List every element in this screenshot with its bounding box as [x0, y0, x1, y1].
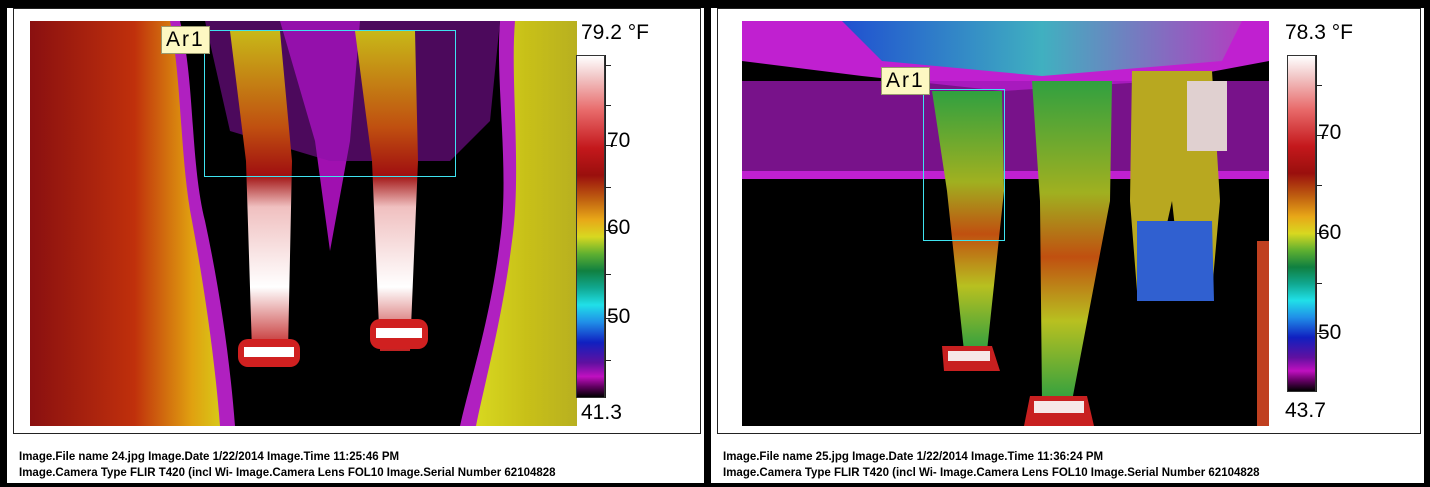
scale-max-right: 78.3 °F — [1285, 21, 1353, 44]
roi-box-right[interactable] — [923, 89, 1005, 241]
roi-box-left[interactable] — [204, 30, 456, 177]
colorbar-left — [576, 55, 605, 398]
tick-major — [605, 230, 617, 231]
roi-label-left[interactable]: Ar1 — [161, 26, 210, 54]
tick-major — [605, 318, 617, 319]
scale-max-left: 79.2 °F — [581, 21, 649, 44]
caption-line1-left: Image.File name 24.jpg Image.Date 1/22/2… — [19, 451, 400, 463]
scale-min-right: 43.7 — [1285, 399, 1326, 422]
tick-minor — [605, 105, 611, 106]
tick-major — [1316, 233, 1328, 234]
colorbar-axis-left — [605, 55, 620, 398]
tick-major — [1316, 135, 1328, 136]
tick-minor — [605, 274, 611, 275]
roi-label-right[interactable]: Ar1 — [881, 67, 930, 95]
tick-minor — [1316, 85, 1322, 86]
tick-minor — [605, 65, 611, 66]
tick-label-60-right: 60 — [1318, 221, 1342, 244]
thermal-panel-left: Ar1 79.2 °F 70 60 50 41.3 Image.File nam… — [7, 8, 704, 483]
tick-minor — [605, 360, 611, 361]
colorbar-right — [1287, 55, 1316, 392]
caption-line2-right: Image.Camera Type FLIR T420 (incl Wi- Im… — [723, 467, 1260, 479]
colorbar-axis-right — [1316, 55, 1331, 392]
tick-major — [605, 145, 617, 146]
tick-minor — [1316, 283, 1322, 284]
tick-label-50-right: 50 — [1318, 321, 1342, 344]
tick-label-60-left: 60 — [607, 216, 631, 239]
caption-line1-right: Image.File name 25.jpg Image.Date 1/22/2… — [723, 451, 1104, 463]
tick-minor — [1316, 185, 1322, 186]
tick-minor — [605, 187, 611, 188]
thermal-panel-right: Ar1 78.3 °F 70 60 50 43.7 Image.File nam… — [711, 8, 1424, 483]
caption-line2-left: Image.Camera Type FLIR T420 (incl Wi- Im… — [19, 467, 556, 479]
thermal-image-left — [30, 21, 577, 426]
thermal-image-right — [742, 21, 1269, 426]
scale-min-left: 41.3 — [581, 401, 622, 424]
tick-label-50-left: 50 — [607, 305, 631, 328]
tick-label-70-right: 70 — [1318, 121, 1342, 144]
tick-label-70-left: 70 — [607, 129, 631, 152]
thermal-frame-left: Ar1 79.2 °F 70 60 50 41.3 — [13, 8, 701, 434]
tick-major — [1316, 333, 1328, 334]
thermal-frame-right: Ar1 78.3 °F 70 60 50 43.7 — [717, 8, 1421, 434]
